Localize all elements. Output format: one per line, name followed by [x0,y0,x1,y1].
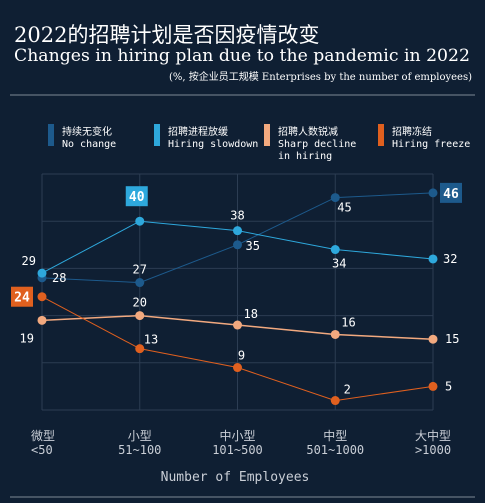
x-tick-label: 101~500 [212,443,263,457]
data-label: 16 [341,315,355,329]
legend-swatch [154,124,160,146]
x-axis-label: Number of Employees [161,470,310,485]
legend-label: 招聘进程放缓 [168,125,228,138]
x-tick-label: 中型 [323,428,347,443]
data-label-box [11,286,33,307]
data-point [330,396,340,406]
data-point [233,226,242,236]
data-point [428,254,438,264]
series-layer: 28 27 35 45 46 29 40 38 34 32 19 20 18 16 15 24 13 9 2 5 [11,182,462,406]
data-label: 38 [230,209,244,223]
x-tick-label: >1000 [415,443,451,457]
legend-label: 持续无变化 [62,125,112,138]
data-point [135,216,145,226]
data-point [330,193,340,203]
legend-label: Hiring slowdown [168,139,258,150]
data-point [233,320,242,330]
data-label: 35 [246,239,260,253]
data-label: 46 [443,187,459,202]
data-label: 45 [337,201,351,215]
data-label: 29 [22,254,36,268]
data-label: 27 [133,263,147,277]
x-tick-label: 微型 [31,429,55,443]
data-point [428,381,438,391]
legend-label: 招聘冻结 [392,125,432,138]
x-tick-label: 中小型 [219,428,255,443]
data-point [233,363,242,373]
data-point [135,278,145,288]
data-point [330,329,340,339]
data-point [37,315,47,325]
legend-label: Sharp decline [278,139,356,150]
x-tick-label: 501~1000 [306,443,364,457]
subtitle: (%, 按企业员工规模 Enterprises by the number of… [169,70,472,83]
data-label: 9 [238,349,245,363]
data-label-box [440,182,462,203]
legend-label: Hiring freeze [392,139,470,150]
x-tick-label: 小型 [128,429,152,443]
x-tick-label: 大中型 [415,428,451,443]
data-point [135,311,145,321]
data-point [428,334,438,344]
legend-swatch [378,124,384,146]
data-label: 28 [52,271,66,285]
data-point [37,268,47,278]
legend-label: No change [62,139,116,150]
title-cn: 2022的招聘计划是否因疫情改变 [14,23,319,47]
data-point [135,344,145,354]
data-point [428,188,438,198]
data-label: 19 [20,331,34,345]
data-label: 18 [244,307,258,321]
data-point [330,245,340,255]
data-label: 15 [445,332,459,346]
data-label: 40 [129,190,145,205]
data-label: 32 [443,252,457,266]
data-point [233,240,242,250]
grid [41,173,434,411]
data-label-box [125,186,148,207]
data-label: 2 [344,383,351,397]
legend-label: 招聘人数锐减 [278,125,338,138]
data-point [37,292,47,302]
x-tick-label: 51~100 [118,443,161,457]
title-en: Changes in hiring plan due to the pandem… [14,46,470,65]
data-label: 20 [133,296,147,310]
x-tick-label: <50 [31,443,53,457]
legend-swatch [48,124,54,146]
legend-swatch [264,124,270,146]
data-label: 34 [332,257,346,271]
data-label: 13 [144,333,158,347]
data-label: 24 [14,291,30,306]
data-label: 5 [445,379,452,393]
legend-label: in hiring [278,151,332,162]
